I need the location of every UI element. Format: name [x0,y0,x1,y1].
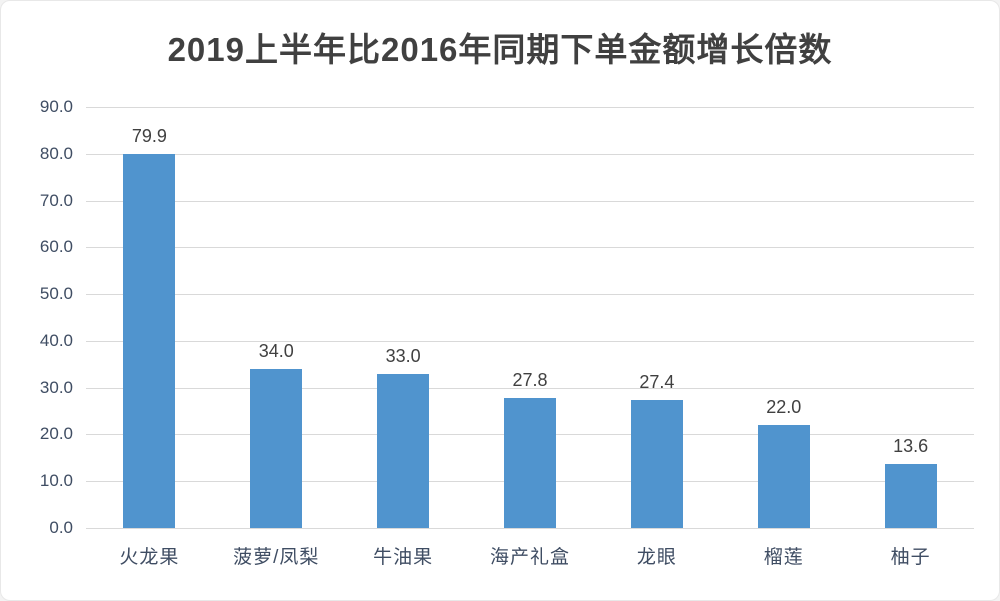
y-tick-label: 30.0 [39,377,73,397]
y-tick-label: 60.0 [39,237,73,257]
bar-value-label: 13.6 [893,436,929,457]
x-tick-label: 菠萝/凤梨 [233,547,320,568]
y-tick-label: 0.0 [49,518,73,537]
x-tick-label: 火龙果 [119,547,180,568]
bar-value-label: 27.8 [512,369,548,390]
bar-value-label: 22.0 [766,397,802,418]
bar-slot: 13.6 [847,107,974,528]
bar-slot: 27.4 [593,107,720,528]
y-tick-label: 20.0 [39,424,73,444]
x-axis-labels: 火龙果 菠萝/凤梨 牛油果 海产礼盒 龙眼 榴莲 柚子 [86,542,974,569]
y-tick-label: 10.0 [39,471,73,491]
bar-slot: 22.0 [720,107,847,528]
bar-龙眼[interactable] [630,399,683,528]
chart-title: 2019上半年比2016年同期下单金额增长倍数 [167,31,833,68]
bars: 79.9 34.0 33.0 27.8 27.4 22.0 13.6 [86,107,974,528]
gridline [86,153,974,155]
bar-slot: 33.0 [340,107,467,528]
bar-value-label: 34.0 [258,340,294,361]
y-tick-label: 70.0 [39,190,73,210]
y-axis-labels: 0.0 10.0 20.0 30.0 40.0 50.0 60.0 70.0 80.0 90.0 [1,97,73,537]
y-tick-label: 90.0 [39,97,73,116]
x-tick-label: 牛油果 [373,547,434,568]
gridline [86,107,974,108]
bar-柚子[interactable] [884,464,937,528]
y-tick-label: 40.0 [39,330,73,350]
gridline [86,294,974,296]
x-tick-label: 榴莲 [763,547,804,568]
plot-area: 79.9 34.0 33.0 27.8 27.4 22.0 13.6 [86,107,974,529]
bar-value-label: 33.0 [385,345,421,366]
x-tick-label: 龙眼 [636,547,677,568]
gridline [86,387,974,389]
bar-value-label: 79.9 [131,126,167,147]
x-tick-label: 柚子 [890,547,931,568]
y-tick-label: 80.0 [39,143,73,163]
bar-slot: 79.9 [86,107,213,528]
y-tick-label: 50.0 [39,284,73,304]
bar-value-label: 27.4 [639,371,675,392]
bar-牛油果[interactable] [377,373,430,528]
gridline [86,528,974,529]
x-tick-label: 海产礼盒 [490,547,571,568]
gridline [86,340,974,342]
gridline [86,200,974,202]
bar-slot: 27.8 [467,107,594,528]
gridline [86,247,974,249]
bar-榴莲[interactable] [757,425,810,528]
bar-火龙果[interactable] [123,154,176,528]
bar-菠萝/凤梨[interactable] [250,368,303,528]
bar-slot: 34.0 [213,107,340,528]
bar-海产礼盒[interactable] [504,397,556,528]
